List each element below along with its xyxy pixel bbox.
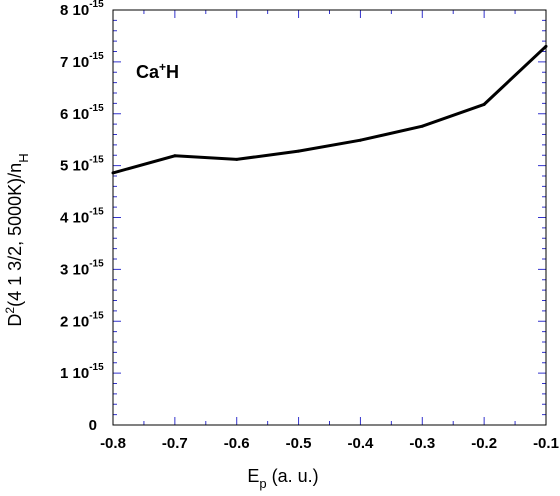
y-tick-label: 8 10-15 [60,0,104,19]
series-line [112,45,548,175]
x-tick-label: -0.3 [409,435,435,452]
y-tick-label: 4 10-15 [60,207,104,227]
data-point [420,124,424,128]
data-point [235,157,239,161]
data-point [482,102,486,106]
x-tick-label: -0.2 [471,435,497,452]
data-points [111,44,548,175]
x-tick-labels: -0.8 -0.7 -0.6 -0.5 -0.4 -0.3 -0.2 -0.1 [100,435,559,452]
plot-frame [112,9,547,426]
y-tick-labels: 0 1 10-15 2 10-15 3 10-15 4 10-15 5 10-15 6 10… [60,0,104,434]
series-annotation: Ca+H [136,60,179,82]
y-tick-label: 2 10-15 [60,310,104,330]
y-tick-label: 6 10-15 [60,103,104,123]
x-tick-label: -0.5 [286,435,312,452]
data-point [111,171,115,175]
x-tick-label: -0.1 [533,435,559,452]
data-point [544,44,548,48]
y-tick-label: 5 10-15 [60,155,104,175]
x-tick-label: -0.4 [347,435,374,452]
y-axis-label: D2(4 1 3/2, 5000K)/nH [3,153,31,326]
y-tick-label: 1 10-15 [60,362,104,382]
data-point [358,138,362,142]
data-point [173,154,177,158]
data-point [297,149,301,153]
x-tick-label: -0.8 [100,435,126,452]
y-tick-label: 0 [89,417,97,434]
y-tick-label: 3 10-15 [60,258,104,278]
x-tick-label: -0.7 [162,435,188,452]
x-axis-label: Ep (a. u.) [247,466,318,491]
x-tick-label: -0.6 [224,435,250,452]
y-tick-label: 7 10-15 [60,51,104,71]
axis-ticks [112,9,547,426]
